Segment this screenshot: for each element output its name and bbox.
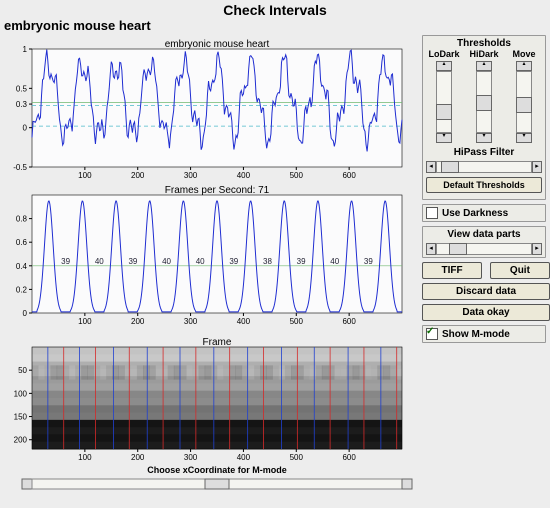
svg-text:Frames per Second: 71: Frames per Second: 71: [165, 185, 270, 196]
thresholds-title: Thresholds: [426, 38, 542, 49]
show-mmode-checkbox[interactable]: [426, 328, 438, 340]
svg-text:39: 39: [128, 257, 137, 266]
threshold-label: LoDark: [428, 49, 459, 59]
svg-text:39: 39: [229, 257, 238, 266]
hipass-label: HiPass Filter: [426, 147, 542, 158]
svg-text:100: 100: [78, 317, 92, 326]
svg-text:39: 39: [364, 257, 373, 266]
svg-text:500: 500: [290, 317, 304, 326]
svg-text:40: 40: [196, 257, 205, 266]
svg-text:0.4: 0.4: [16, 262, 28, 271]
threshold-slider-hidark[interactable]: HiDark ▴ ▾: [466, 49, 502, 143]
slider-track[interactable]: [476, 71, 492, 133]
svg-text:400: 400: [237, 317, 251, 326]
svg-text:0.3: 0.3: [16, 100, 28, 109]
slider-up-btn[interactable]: ▴: [516, 61, 532, 71]
svg-text:200: 200: [131, 171, 145, 180]
slider-track[interactable]: [436, 71, 452, 133]
svg-text:0: 0: [23, 309, 28, 318]
slider-down-btn[interactable]: ▾: [436, 133, 452, 143]
slider-down-btn[interactable]: ▾: [516, 133, 532, 143]
use-darkness-label: Use Darkness: [442, 208, 508, 219]
svg-text:39: 39: [297, 257, 306, 266]
slider-track[interactable]: [516, 71, 532, 133]
svg-text:0.5: 0.5: [16, 84, 28, 93]
slider-up-btn[interactable]: ▴: [476, 61, 492, 71]
hipass-thumb[interactable]: [441, 161, 459, 173]
threshold-slider-move[interactable]: Move ▴ ▾: [506, 49, 542, 143]
slider-up-btn[interactable]: ▴: [436, 61, 452, 71]
svg-text:embryonic mouse heart: embryonic mouse heart: [165, 39, 270, 50]
hipass-left-btn[interactable]: ◂: [426, 161, 436, 173]
use-darkness-checkbox[interactable]: [426, 207, 438, 219]
svg-text:38: 38: [263, 257, 272, 266]
svg-text:500: 500: [290, 171, 304, 180]
svg-text:100: 100: [78, 171, 92, 180]
svg-text:0.8: 0.8: [16, 215, 28, 224]
svg-text:200: 200: [14, 436, 28, 445]
svg-text:100: 100: [14, 389, 28, 398]
svg-text:40: 40: [330, 257, 339, 266]
hipass-right-btn[interactable]: ▸: [532, 161, 542, 173]
view-parts-slider[interactable]: ◂ ▸: [426, 243, 542, 255]
discard-data-button[interactable]: Discard data: [422, 283, 550, 300]
hipass-slider[interactable]: ◂ ▸: [426, 161, 542, 173]
slider-thumb[interactable]: [436, 104, 452, 120]
mmode-slider-thumb[interactable]: [205, 479, 229, 489]
show-mmode-panel: Show M-mode: [422, 325, 546, 343]
svg-text:600: 600: [342, 453, 356, 462]
svg-text:300: 300: [184, 171, 198, 180]
data-okay-button[interactable]: Data okay: [422, 304, 550, 321]
tiff-button[interactable]: TIFF: [422, 262, 482, 279]
svg-text:200: 200: [131, 317, 145, 326]
svg-text:500: 500: [290, 453, 304, 462]
svg-text:Frame: Frame: [203, 337, 232, 348]
svg-text:0: 0: [23, 124, 28, 133]
thresholds-panel: Thresholds LoDark ▴ ▾ HiDark ▴ ▾ Move ▴ ▾ HiPass…: [422, 35, 546, 200]
threshold-label: HiDark: [469, 49, 498, 59]
use-darkness-panel: Use Darkness: [422, 204, 546, 222]
svg-text:39: 39: [61, 257, 70, 266]
slider-thumb[interactable]: [516, 97, 532, 113]
mmode-slider-left[interactable]: [22, 479, 32, 489]
view-parts-title: View data parts: [426, 229, 542, 240]
quit-button[interactable]: Quit: [490, 262, 550, 279]
svg-text:40: 40: [162, 257, 171, 266]
svg-text:300: 300: [184, 453, 198, 462]
svg-text:0.6: 0.6: [16, 238, 28, 247]
slider-thumb[interactable]: [476, 95, 492, 111]
svg-text:400: 400: [237, 171, 251, 180]
svg-text:150: 150: [14, 413, 28, 422]
svg-text:600: 600: [342, 171, 356, 180]
svg-text:200: 200: [131, 453, 145, 462]
svg-text:Choose xCoordinate for M-mode: Choose xCoordinate for M-mode: [147, 465, 287, 475]
default-thresholds-button[interactable]: Default Thresholds: [426, 177, 542, 193]
dataset-subtitle: embryonic mouse heart: [0, 18, 550, 33]
threshold-label: Move: [512, 49, 535, 59]
svg-text:50: 50: [18, 366, 27, 375]
svg-text:600: 600: [342, 317, 356, 326]
view-parts-panel: View data parts ◂ ▸: [422, 226, 546, 258]
mmode-slider-right[interactable]: [402, 479, 412, 489]
svg-text:1: 1: [23, 45, 28, 54]
threshold-slider-lodark[interactable]: LoDark ▴ ▾: [426, 49, 462, 143]
svg-text:40: 40: [95, 257, 104, 266]
view-parts-right-btn[interactable]: ▸: [532, 243, 542, 255]
show-mmode-label: Show M-mode: [442, 329, 510, 340]
svg-text:300: 300: [184, 317, 198, 326]
view-parts-left-btn[interactable]: ◂: [426, 243, 436, 255]
svg-text:400: 400: [237, 453, 251, 462]
svg-text:-0.5: -0.5: [13, 163, 27, 172]
svg-text:100: 100: [78, 453, 92, 462]
view-parts-thumb[interactable]: [449, 243, 467, 255]
svg-text:0.2: 0.2: [16, 285, 28, 294]
page-title: Check Intervals: [0, 0, 550, 18]
slider-down-btn[interactable]: ▾: [476, 133, 492, 143]
